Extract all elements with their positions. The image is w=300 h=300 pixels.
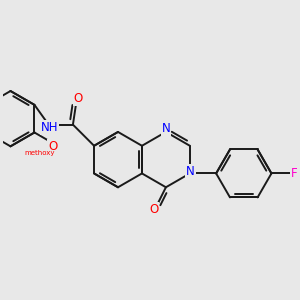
Text: methoxy: methoxy: [24, 150, 55, 156]
Text: O: O: [149, 203, 158, 216]
Text: N: N: [186, 165, 195, 178]
Text: O: O: [48, 140, 57, 153]
Text: NH: NH: [40, 121, 58, 134]
Text: N: N: [161, 122, 170, 135]
Text: O: O: [74, 92, 83, 105]
Text: F: F: [291, 167, 298, 180]
